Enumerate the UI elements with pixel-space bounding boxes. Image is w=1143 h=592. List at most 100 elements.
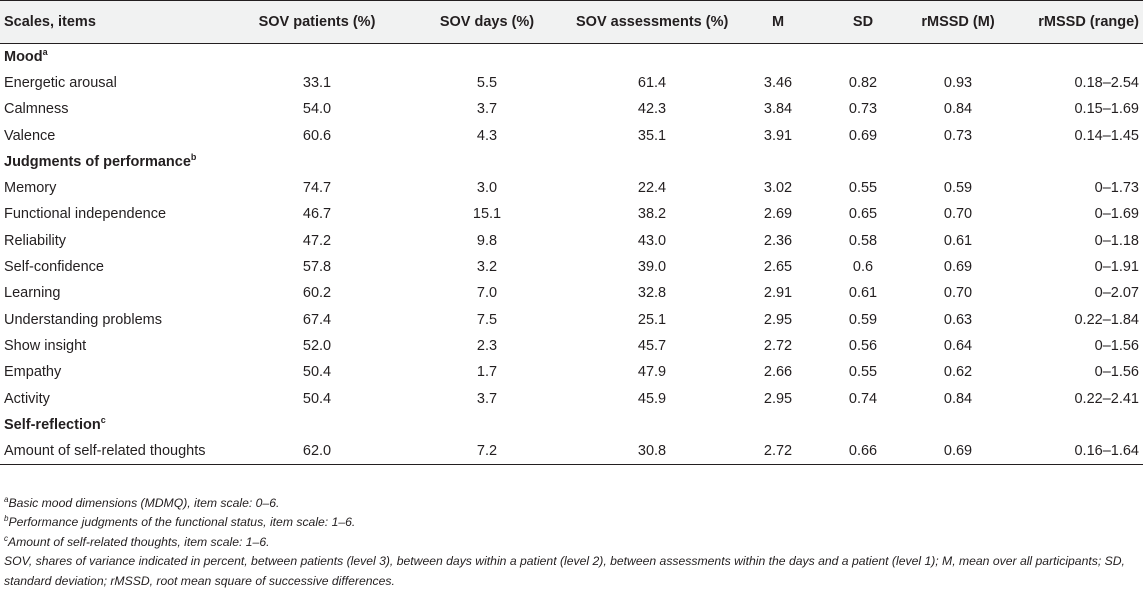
table-cell: 0.73 — [848, 101, 878, 118]
table-cell: 0.70 — [943, 285, 973, 302]
table-cell: 38.2 — [637, 206, 667, 223]
table-cell: 60.6 — [302, 127, 332, 144]
table-cell: 0.64 — [943, 337, 973, 354]
table-cell: 3.2 — [476, 259, 498, 276]
table-cell: 0.6 — [852, 259, 874, 276]
section-title: Judgments of performanceb — [0, 149, 1143, 175]
table-cell: 9.8 — [476, 232, 498, 249]
table-row: Valence 60.6 4.3 35.1 3.91 0.69 0.73 0.14–1.45 — [0, 122, 1143, 148]
table-row: Empathy 50.4 1.7 47.9 2.66 0.55 0.62 0–1.56 — [0, 359, 1143, 385]
footnote-marker: c — [4, 533, 8, 543]
table-row: Self-confidence 57.8 3.2 39.0 2.65 0.6 0.69 0–1… — [0, 254, 1143, 280]
table-cell: 0.22–1.84 — [1074, 311, 1139, 328]
section-title-text: Mood — [4, 48, 43, 65]
footnote-text: Basic mood dimensions (MDMQ), item scale… — [8, 496, 280, 510]
table-row: Memory 74.7 3.0 22.4 3.02 0.55 0.59 0–1.73 — [0, 175, 1143, 201]
table-cell: 50.4 — [302, 390, 332, 407]
table-cell: 0.61 — [848, 285, 878, 302]
section-title: Mooda — [0, 44, 1143, 70]
table-cell: 0.18–2.54 — [1074, 74, 1139, 91]
table-cell: 0.82 — [848, 74, 878, 91]
table-cell: 5.5 — [476, 74, 498, 91]
table-cell: 0.93 — [943, 74, 973, 91]
table-cell: 2.3 — [476, 337, 498, 354]
section-title-text: Judgments of performance — [4, 153, 191, 170]
table-cell: 54.0 — [302, 101, 332, 118]
table-cell: 0.70 — [943, 206, 973, 223]
table-cell: 0–1.56 — [1094, 337, 1139, 354]
table-cell: 0–1.91 — [1094, 259, 1139, 276]
table-cell: 2.36 — [763, 232, 793, 249]
table-cell: 4.3 — [476, 127, 498, 144]
column-header: rMSSD (M) — [902, 0, 1014, 44]
section-title: Self-reflectionc — [0, 412, 1143, 438]
table-row: Activity 50.4 3.7 45.9 2.95 0.74 0.84 0.22–2.41 — [0, 385, 1143, 411]
table-cell: 7.5 — [476, 311, 498, 328]
table-cell: 3.02 — [763, 180, 793, 197]
section-title-text: Self-reflection — [4, 416, 101, 433]
table-cell: 0.66 — [824, 437, 902, 465]
table-cell: 0–1.56 — [1094, 364, 1139, 381]
column-header: SD — [824, 0, 902, 44]
table-cell: 0.59 — [943, 180, 973, 197]
table-cell: 46.7 — [302, 206, 332, 223]
row-label: Memory — [4, 180, 57, 197]
table-row: Understanding problems 67.4 7.5 25.1 2.95 0.5… — [0, 306, 1143, 332]
table-cell: 3.84 — [763, 101, 793, 118]
table-cell: 50.4 — [302, 364, 332, 381]
table-cell: 0–1.73 — [1094, 180, 1139, 197]
table-cell: 0.61 — [943, 232, 973, 249]
table-cell: 22.4 — [637, 180, 667, 197]
column-header: M — [732, 0, 824, 44]
table-row: Learning 60.2 7.0 32.8 2.91 0.61 0.70 0–2.07 — [0, 280, 1143, 306]
footnote-marker: c — [100, 414, 106, 425]
footnote: aBasic mood dimensions (MDMQ), item scal… — [4, 494, 1140, 513]
footnote-marker: a — [42, 47, 48, 58]
table-cell: 30.8 — [572, 437, 732, 465]
table-cell: 47.2 — [302, 232, 332, 249]
footnote-text: Performance judgments of the functional … — [8, 515, 356, 530]
row-label: Reliability — [4, 232, 67, 249]
table-cell: 0.69 — [902, 437, 1014, 465]
table-cell: 0–1.18 — [1094, 232, 1139, 249]
column-header: SOV days (%) — [402, 0, 572, 44]
row-label: Learning — [4, 285, 61, 302]
table-cell: 0.14–1.45 — [1074, 127, 1139, 144]
footnote: cAmount of self-related thoughts, item s… — [4, 533, 1140, 552]
table-cell: 2.95 — [763, 311, 793, 328]
column-header: Scales, items — [0, 0, 232, 44]
table-cell: 1.7 — [476, 364, 498, 381]
table-cell: 0.55 — [848, 180, 878, 197]
table-cell: 0–2.07 — [1094, 285, 1139, 302]
table-cell: 2.69 — [763, 206, 793, 223]
table-cell: 2.72 — [763, 337, 793, 354]
table-cell: 35.1 — [637, 127, 667, 144]
table-row: Reliability 47.2 9.8 43.0 2.36 0.58 0.61 0–1.18 — [0, 228, 1143, 254]
table-row: Show insight 52.0 2.3 45.7 2.72 0.56 0.64 0–1.5… — [0, 333, 1143, 359]
footnote-text: SOV, shares of variance indicated in per… — [4, 554, 1125, 588]
table-cell: 0.69 — [848, 127, 878, 144]
table-container: Scales, items SOV patients (%) SOV days … — [0, 0, 1143, 465]
table-cell: 2.95 — [763, 390, 793, 407]
header-row: Scales, items SOV patients (%) SOV days … — [0, 0, 1143, 44]
section-header-row: Self-reflectionc — [0, 412, 1143, 438]
row-label: Valence — [4, 127, 56, 144]
table-cell: 3.7 — [476, 101, 498, 118]
table-cell: 43.0 — [637, 232, 667, 249]
table-cell: 39.0 — [637, 259, 667, 276]
table-cell: 0.15–1.69 — [1074, 101, 1139, 118]
table-cell: 0.22–2.41 — [1074, 390, 1139, 407]
table-footnotes: aBasic mood dimensions (MDMQ), item scal… — [4, 494, 1140, 591]
table-cell: 2.91 — [763, 285, 793, 302]
table-cell: 0.84 — [943, 390, 973, 407]
table-cell: 3.0 — [476, 180, 498, 197]
row-label: Amount of self-related thoughts — [0, 437, 232, 465]
table-row: Energetic arousal 33.1 5.5 61.4 3.46 0.82 0.93… — [0, 70, 1143, 96]
table-cell: 3.91 — [763, 127, 793, 144]
table-cell: 42.3 — [637, 101, 667, 118]
table-cell: 2.65 — [763, 259, 793, 276]
table-cell: 45.9 — [637, 390, 667, 407]
table-cell: 32.8 — [637, 285, 667, 302]
table-body: Mooda Energetic arousal 33.1 5.5 61.4 3.46 0.8… — [0, 44, 1143, 465]
table-cell: 2.72 — [732, 437, 824, 465]
